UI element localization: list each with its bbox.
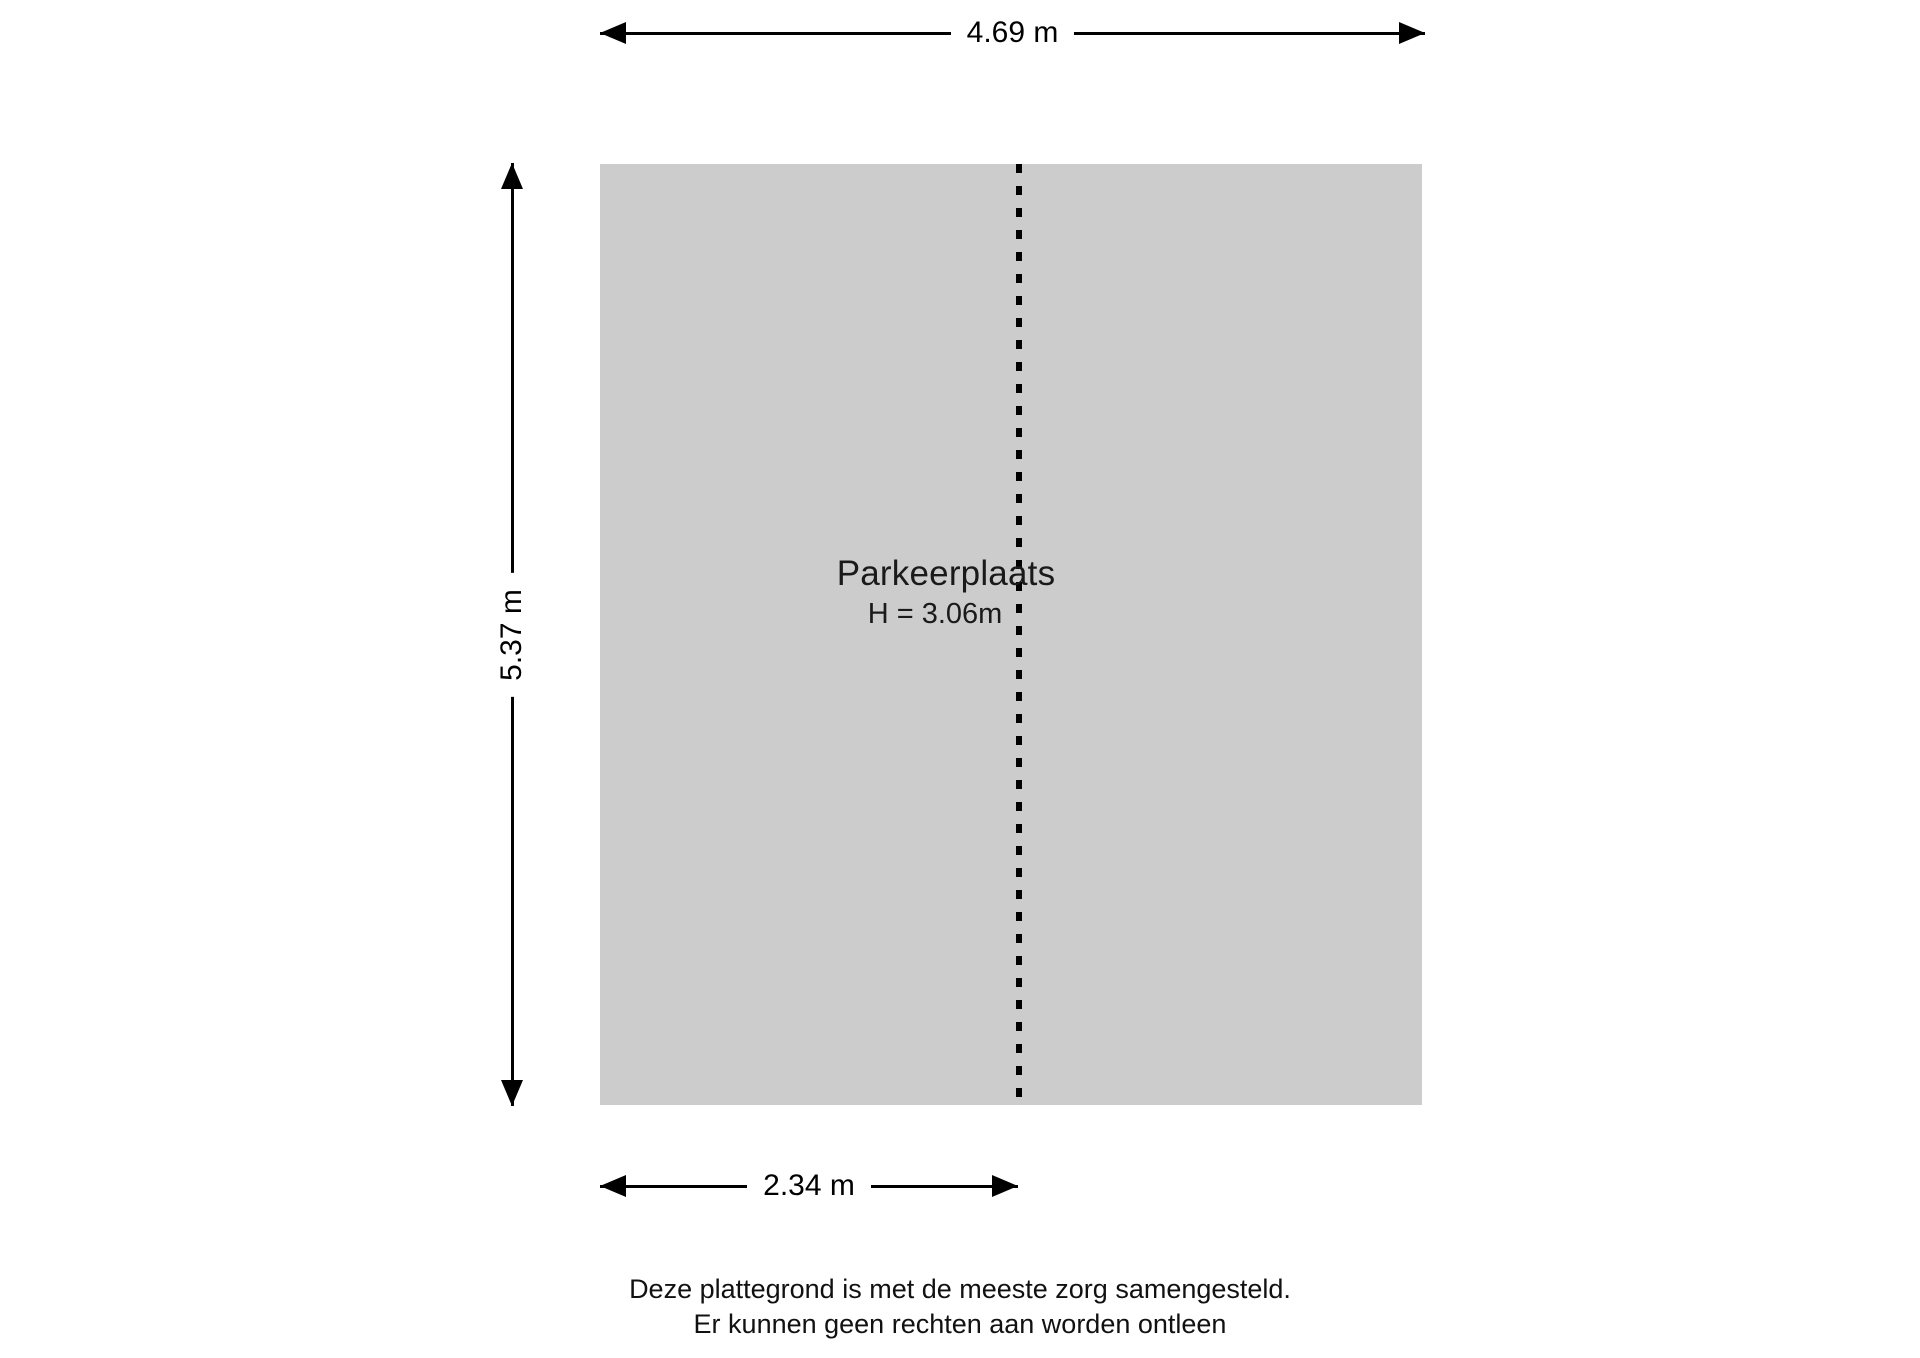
arrow-left-icon [600,22,626,44]
dimension-bottom-label: 2.34 m [747,1169,871,1202]
arrow-right-icon [992,1175,1018,1197]
dimension-top-label: 4.69 m [950,16,1075,49]
arrow-down-icon [501,1080,523,1106]
dimension-bottom-width: 2.34 m [600,1166,1018,1206]
dimension-left-label: 5.37 m [495,572,528,697]
arrow-left-icon [600,1175,626,1197]
dimension-top-width: 4.69 m [600,13,1425,53]
dimension-left-height: 5.37 m [492,163,532,1106]
dimension-bottom-text-wrap: 2.34 m [600,1169,1018,1202]
disclaimer-line-2: Er kunnen geen rechten aan worden ontlee… [693,1309,1227,1339]
disclaimer-line-1: Deze plattegrond is met de meeste zorg s… [629,1274,1291,1304]
arrow-right-icon [1399,22,1425,44]
room-divider-dashed-line [1016,164,1022,1105]
room-area-parkeerplaats [600,164,1422,1105]
disclaimer: Deze plattegrond is met de meeste zorg s… [0,1272,1920,1342]
dimension-top-text-wrap: 4.69 m [600,16,1425,49]
arrow-up-icon [501,163,523,189]
